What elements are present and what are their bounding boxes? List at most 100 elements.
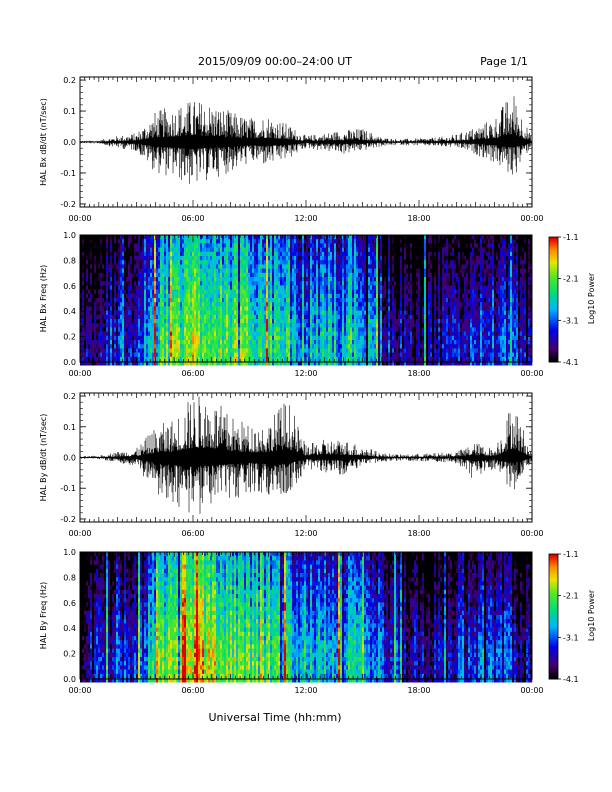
spectrogram-cell	[300, 314, 303, 320]
spectrogram-cell	[298, 361, 301, 366]
spectrogram-cell	[196, 352, 199, 358]
spectrogram-cell	[170, 302, 173, 307]
spectrogram-cell	[324, 289, 327, 295]
spectrogram-cell	[194, 239, 197, 244]
spectrogram-cell	[232, 256, 235, 261]
spectrogram-cell	[244, 251, 247, 257]
spectrogram-cell	[350, 251, 353, 257]
spectrogram-cell	[138, 319, 141, 324]
spectrogram-cell	[364, 281, 367, 286]
spectrogram-cell	[128, 314, 131, 320]
spectrogram-cell	[376, 335, 379, 341]
spectrogram-cell	[168, 268, 171, 274]
spectrogram-cell	[172, 361, 175, 366]
spectrogram-cell	[98, 344, 101, 349]
spectrogram-cell	[82, 235, 85, 240]
spectrogram-cell	[362, 319, 365, 324]
spectrogram-cell	[292, 314, 295, 320]
spectrogram-cell	[168, 264, 171, 269]
spectrogram-cell	[168, 256, 171, 261]
spectrogram-cell	[118, 306, 121, 311]
spectrogram-cell	[350, 239, 353, 244]
spectrogram-cell	[82, 344, 85, 349]
spectrogram-cell	[322, 235, 325, 240]
spectrogram-cell	[90, 277, 93, 282]
spectrogram-cell	[152, 344, 155, 349]
spectrogram-cell	[266, 264, 269, 269]
spectrogram-cell	[360, 268, 363, 274]
spectrogram-cell	[258, 268, 261, 274]
spectrogram-cell	[338, 298, 341, 303]
spectrogram-cell	[276, 298, 279, 303]
spectrogram-cell	[260, 323, 263, 328]
spectrogram-cell	[126, 272, 129, 278]
spectrogram-cell	[358, 352, 361, 358]
spectrogram-cell	[340, 298, 343, 303]
spectrogram-cell	[140, 331, 143, 337]
spectrogram-cell	[148, 331, 151, 337]
spectrogram-cell	[140, 310, 143, 316]
spectrogram-cell	[364, 256, 367, 261]
spectrogram-cell	[282, 310, 285, 316]
spectrogram-cell	[196, 361, 199, 366]
spectrogram-cell	[182, 293, 185, 299]
spectrogram-cell	[90, 310, 93, 316]
spectrogram-cell	[228, 323, 231, 328]
spectrogram-cell	[98, 314, 101, 320]
spectrogram-cell	[224, 302, 227, 307]
spectrogram-cell	[196, 260, 199, 265]
spectrogram-cell	[100, 272, 103, 278]
spectrogram-cell	[278, 264, 281, 269]
spectrogram-cell	[218, 314, 221, 320]
spectrogram-cell	[98, 260, 101, 265]
spectrogram-cell	[106, 331, 109, 337]
spectrogram-cell	[186, 327, 189, 332]
spectrogram-cell	[132, 352, 135, 358]
spectrogram-cell	[306, 256, 309, 261]
spectrogram-cell	[144, 327, 147, 332]
spectrogram-cell	[188, 268, 191, 274]
spectrogram-cell	[336, 361, 339, 366]
spectrogram-cell	[348, 327, 351, 332]
spectrogram-cell	[344, 310, 347, 316]
spectrogram-cell	[360, 260, 363, 265]
spectrogram-cell	[348, 256, 351, 261]
spectrogram-cell	[136, 302, 139, 307]
spectrogram-cell	[194, 352, 197, 358]
spectrogram-cell	[284, 314, 287, 320]
spectrogram-cell	[178, 293, 181, 299]
spectrogram-cell	[296, 239, 299, 244]
spectrogram-cell	[300, 344, 303, 349]
spectrogram-cell	[252, 361, 255, 366]
spectrogram-cell	[134, 272, 137, 278]
spectrogram-cell	[92, 285, 95, 290]
spectrogram-cell	[326, 348, 329, 353]
spectrogram-cell	[372, 235, 375, 240]
spectrogram-cell	[344, 306, 347, 311]
spectrogram-cell	[260, 243, 263, 248]
spectrogram-cell	[124, 293, 127, 299]
spectrogram-cell	[364, 352, 367, 358]
spectrogram-cell	[316, 310, 319, 316]
spectrogram-cell	[206, 281, 209, 286]
spectrogram-cell	[94, 277, 97, 282]
spectrogram-cell	[186, 356, 189, 362]
spectrogram-cell	[248, 298, 251, 303]
spectrogram-cell	[384, 247, 387, 253]
spectrogram-cell	[188, 272, 191, 278]
spectrogram-cell	[188, 235, 191, 240]
spectrogram-cell	[348, 239, 351, 244]
spectrogram-cell	[88, 285, 91, 290]
spectrogram-cell	[342, 256, 345, 261]
spectrogram-cell	[100, 277, 103, 282]
spectrogram-cell	[270, 323, 273, 328]
spectrogram-cell	[302, 247, 305, 253]
spectrogram-cell	[250, 335, 253, 341]
spectrogram-cell	[186, 340, 189, 345]
spectrogram-cell	[136, 239, 139, 244]
spectrogram-cell	[86, 340, 89, 345]
spectrogram-cell	[256, 264, 259, 269]
spectrogram-cell	[358, 251, 361, 257]
spectrogram-cell	[272, 352, 275, 358]
spectrogram-cell	[236, 356, 239, 362]
